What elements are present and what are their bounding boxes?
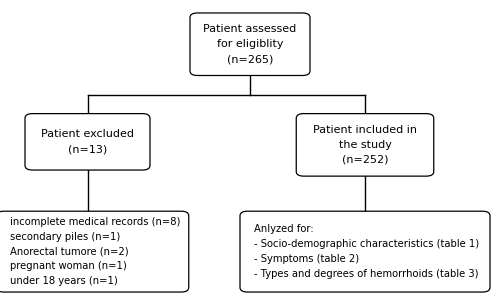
FancyBboxPatch shape [296, 114, 434, 176]
FancyBboxPatch shape [25, 114, 150, 170]
Text: Patient included in
the study
(n=252): Patient included in the study (n=252) [313, 125, 417, 165]
FancyBboxPatch shape [240, 211, 490, 292]
Text: Anlyzed for:
- Socio-demographic characteristics (table 1)
- Symptoms (table 2)
: Anlyzed for: - Socio-demographic charact… [254, 224, 478, 279]
Text: incomplete medical records (n=8)
secondary piles (n=1)
Anorectal tumore (n=2)
pr: incomplete medical records (n=8) seconda… [10, 217, 180, 286]
FancyBboxPatch shape [0, 211, 189, 292]
Text: Patient assessed
for eligiblity
(n=265): Patient assessed for eligiblity (n=265) [204, 24, 296, 64]
Text: Patient excluded
(n=13): Patient excluded (n=13) [41, 129, 134, 154]
FancyBboxPatch shape [190, 13, 310, 76]
